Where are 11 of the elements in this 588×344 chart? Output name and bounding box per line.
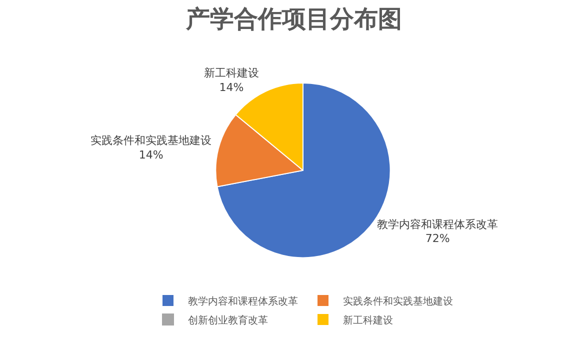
legend-label: 实践条件和实践基地建设 xyxy=(343,295,453,308)
legend-label: 教学内容和课程体系改革 xyxy=(188,295,298,308)
data-label: 14% xyxy=(138,148,164,162)
data-label: 14% xyxy=(219,80,244,94)
chart-title: 产学合作项目分布图 xyxy=(185,5,402,34)
legend-label: 创新创业教育改革 xyxy=(188,314,268,326)
data-label: 72% xyxy=(425,232,450,246)
slice-label: 教学内容和课程体系改革 xyxy=(377,218,498,231)
legend-label: 新工科建设 xyxy=(343,314,393,326)
slice-label: 实践条件和实践基地建设 xyxy=(90,134,212,148)
slice-label: 新工科建设 xyxy=(204,66,259,80)
